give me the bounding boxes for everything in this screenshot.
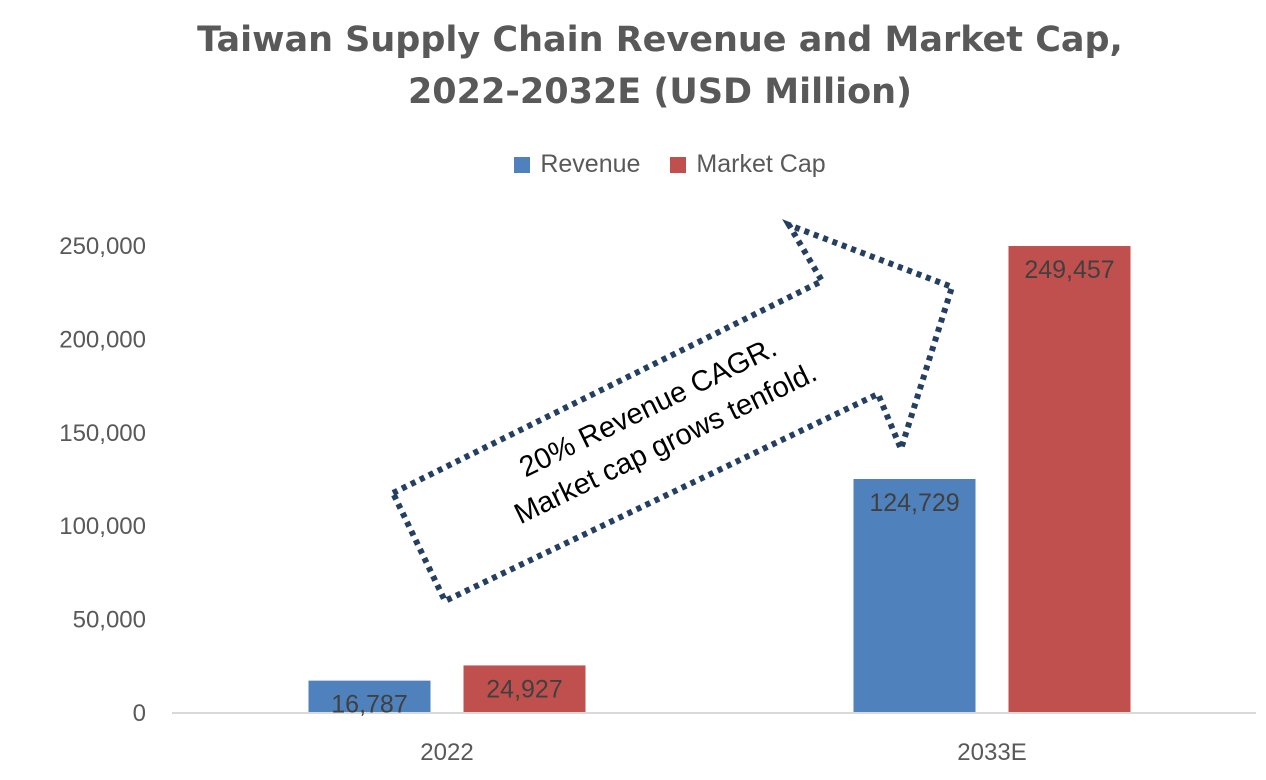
bar-market-cap-2022 [463, 665, 586, 712]
legend-swatch-market-cap [670, 156, 687, 173]
y-tick-label: 200,000 [59, 326, 146, 353]
callout-arrow [389, 219, 956, 605]
bar-revenue-2022 [308, 680, 431, 712]
data-label-market-cap-2022: 24,927 [486, 675, 562, 703]
bar-market-cap-2033e [1008, 246, 1131, 712]
y-tick-label: 0 [133, 700, 146, 727]
y-tick-label: 100,000 [59, 513, 146, 540]
y-tick-label: 150,000 [59, 420, 146, 447]
legend-label-market-cap: Market Cap [696, 150, 826, 178]
y-tick-label: 50,000 [73, 607, 146, 634]
legend: Revenue Market Cap [0, 150, 1266, 179]
bar-revenue-2033e [853, 479, 976, 712]
x-tick-label: 2033E [957, 739, 1026, 766]
chart-title-line-1: Taiwan Supply Chain Revenue and Market C… [197, 20, 1123, 60]
data-label-market-cap-2033e: 249,457 [1024, 256, 1114, 284]
x-tick-label: 2022 [420, 739, 473, 766]
y-tick-label: 250,000 [59, 233, 146, 260]
data-label-revenue-2033e: 124,729 [869, 489, 959, 517]
legend-item-market-cap: Market Cap [670, 150, 826, 179]
data-label-revenue-2022: 16,787 [331, 691, 407, 719]
chart-title-line-2: 2022-2032E (USD Million) [407, 72, 913, 112]
legend-label-revenue: Revenue [540, 150, 641, 178]
legend-item-revenue: Revenue [514, 150, 640, 179]
chart-title: Taiwan Supply Chain Revenue and Market C… [0, 14, 1266, 118]
legend-swatch-revenue [514, 156, 531, 173]
axis-layer: 0 50,000 100,000 150,000 200,000 250,000 2022 2… [59, 233, 1256, 766]
bar-layer: 16,787 24,927 124,729 249,457 [308, 246, 1131, 719]
